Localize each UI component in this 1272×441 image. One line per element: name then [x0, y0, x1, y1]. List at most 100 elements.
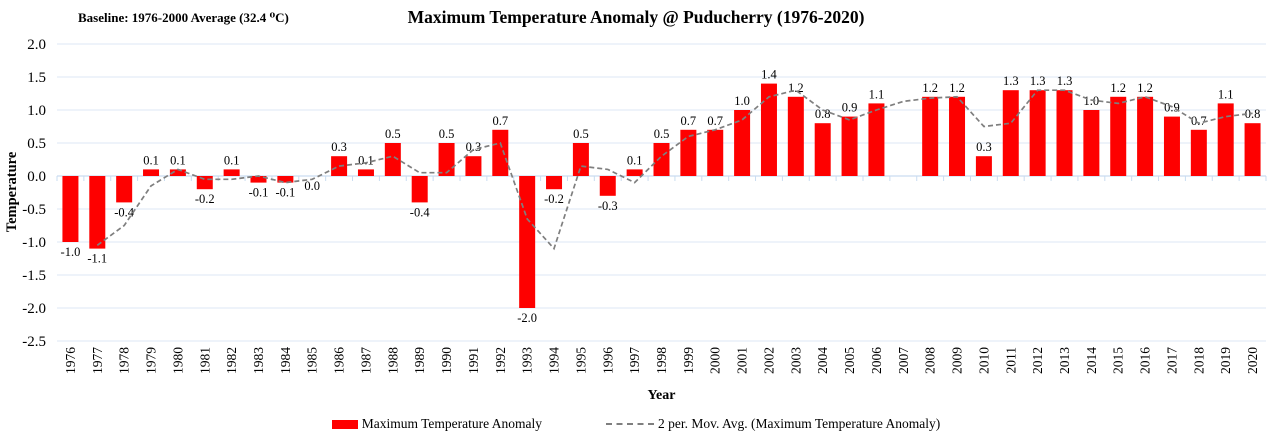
bar-value-label: 0.1 [627, 153, 643, 167]
bar-value-label: -0.4 [410, 205, 431, 219]
bar [787, 96, 804, 176]
bar [169, 169, 186, 176]
bar-value-label: 0.3 [331, 140, 347, 154]
y-axis-title: Temperature [4, 151, 20, 232]
bar [975, 156, 992, 176]
bar-value-label: 0.5 [439, 127, 455, 141]
x-tick-label: 1978 [117, 347, 132, 374]
x-tick-label: 2012 [1030, 347, 1045, 374]
bar [250, 176, 267, 183]
y-tick-label: 1.0 [27, 103, 46, 119]
y-tick-label: 0.0 [27, 169, 46, 185]
bars-group [62, 83, 1261, 308]
x-tick-label: 2007 [896, 347, 911, 374]
bar-value-label: 1.2 [922, 81, 938, 95]
bar-value-label: 0.3 [466, 140, 482, 154]
y-tick-label: 2.0 [27, 37, 46, 53]
chart-canvas: 2.01.51.00.50.0-0.5-1.0-1.5-2.0-2.5-1.0-… [4, 37, 1267, 403]
bar-value-label: 1.0 [1084, 94, 1100, 108]
bar [841, 116, 858, 176]
x-tick-label: 2015 [1111, 347, 1126, 374]
x-tick-label: 1990 [439, 347, 454, 374]
y-tick-label: -1.5 [22, 268, 46, 284]
x-tick-label: 1979 [144, 347, 159, 374]
legend: Maximum Temperature Anomaly 2 per. Mov. … [0, 413, 1272, 435]
x-tick-label: 2014 [1084, 347, 1099, 374]
y-tick-label: 0.5 [27, 136, 46, 152]
bar [519, 176, 536, 308]
bar-value-label: 1.4 [761, 68, 777, 82]
bar [1110, 96, 1127, 176]
x-tick-label: 1985 [305, 347, 320, 374]
x-tick-label: 1976 [63, 347, 78, 374]
x-tick-label: 1982 [224, 347, 239, 374]
bar-value-label: -0.2 [544, 192, 564, 206]
bar [384, 143, 401, 176]
bar-value-label: 1.1 [1218, 87, 1234, 101]
bar [89, 176, 106, 249]
x-tick-label: 2004 [815, 347, 830, 374]
x-tick-label: 2005 [842, 347, 857, 374]
bar [949, 96, 966, 176]
y-tick-label: -2.0 [22, 301, 46, 317]
x-tick-label: 2011 [1003, 347, 1018, 374]
bar-value-label: 0.5 [385, 127, 401, 141]
bar-value-label: 0.7 [492, 114, 508, 128]
moving-average-line [96, 89, 1253, 251]
bar-value-label: 0.7 [707, 114, 723, 128]
bar [1190, 129, 1207, 176]
bar [465, 156, 482, 176]
bar-value-label: 0.5 [573, 127, 589, 141]
bar-value-label: 0.7 [681, 114, 697, 128]
bar [814, 123, 831, 176]
x-tick-label: 1997 [627, 347, 642, 374]
bar-value-label: -0.1 [249, 186, 269, 200]
bar-series-label: Maximum Temperature Anomaly [361, 416, 542, 431]
y-tick-label: -0.5 [22, 202, 46, 218]
bar [1083, 110, 1100, 176]
gridlines [57, 43, 1266, 342]
x-tick-label: 2010 [976, 347, 991, 374]
x-tick-label: 1996 [600, 347, 615, 374]
bar [223, 169, 240, 176]
bar [196, 176, 213, 190]
bar [1029, 90, 1046, 176]
x-tick-label: 2009 [950, 347, 965, 374]
y-tick-label: -2.5 [22, 334, 46, 350]
x-tick-label: 1998 [654, 347, 669, 374]
bar-value-label: 0.5 [654, 127, 670, 141]
x-tick-label: 1995 [573, 347, 588, 374]
line-series-label: 2 per. Mov. Avg. (Maximum Temperature An… [658, 416, 941, 431]
chart-title: Maximum Temperature Anomaly @ Puducherry… [407, 7, 865, 27]
legend-item-line: 2 per. Mov. Avg. (Maximum Temperature An… [606, 416, 940, 432]
bar-value-label: 1.1 [869, 87, 885, 101]
bar [1217, 103, 1234, 176]
bar [599, 176, 616, 196]
bar [277, 176, 294, 183]
bar [116, 176, 133, 203]
x-tick-label: 2013 [1057, 347, 1072, 374]
bar-value-label: 0.1 [143, 153, 159, 167]
x-tick-label: 2016 [1138, 347, 1153, 374]
bar [357, 169, 374, 176]
y-axis-labels: 2.0 1.5 1.0 0.5 0.0 -0.5 -1.0 -1.5 -2.0 -2.5 [22, 37, 46, 350]
bar-value-label: -1.0 [61, 245, 81, 259]
bar-value-label: 1.2 [1110, 81, 1126, 95]
bar-value-label: -0.3 [598, 199, 618, 213]
x-axis-labels: 1976 1977 1978 1979 1980 1981 1982 1983 1984 1985… [63, 347, 1260, 374]
bar [868, 103, 885, 176]
x-tick-label: 1994 [547, 347, 562, 374]
line-series-swatch [606, 423, 654, 425]
bar-value-label: 1.3 [1003, 74, 1019, 88]
bar [546, 176, 563, 190]
x-tick-label: 1999 [681, 347, 696, 374]
y-tick-label: -1.0 [22, 235, 46, 251]
bar-value-label: 0.1 [358, 153, 374, 167]
bar [760, 83, 777, 176]
bar-value-label: 0.0 [304, 179, 320, 193]
bar-value-labels: -1.0 -1.1 -0.4 0.1 0.1 -0.2 0.1 -0.1 -0.1 0.0 0.3 0… [61, 68, 1261, 325]
bar-value-label: 1.0 [734, 94, 750, 108]
x-tick-label: 2020 [1245, 347, 1260, 374]
bar [572, 143, 589, 176]
bar-series-swatch [331, 419, 358, 429]
